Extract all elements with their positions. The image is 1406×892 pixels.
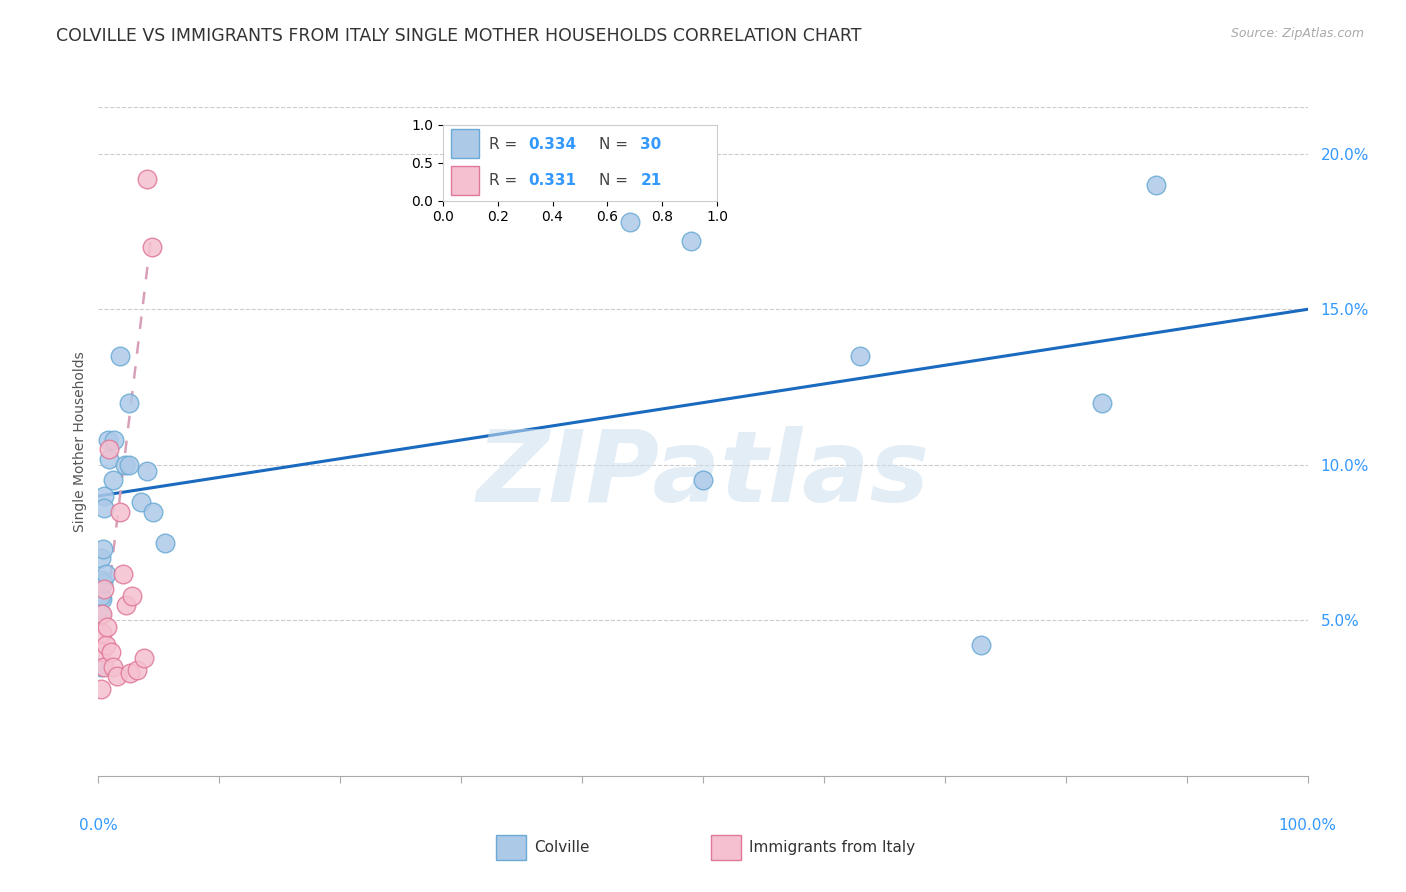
Point <box>91 541 114 556</box>
Point <box>94 638 117 652</box>
Bar <box>451 166 478 194</box>
Text: Source: ZipAtlas.com: Source: ZipAtlas.com <box>1230 27 1364 40</box>
Point <box>111 566 134 581</box>
Point <box>619 215 641 229</box>
Bar <box>496 835 526 860</box>
Point <box>1146 178 1168 192</box>
Point <box>100 644 122 658</box>
Bar <box>711 835 741 860</box>
Text: R =: R = <box>489 173 523 187</box>
Point <box>118 395 141 409</box>
Point <box>94 566 117 581</box>
Point <box>127 663 149 677</box>
Point <box>1091 395 1114 409</box>
Text: N =: N = <box>599 137 633 153</box>
Text: 30: 30 <box>640 137 662 153</box>
Point <box>103 433 125 447</box>
Point <box>90 551 112 566</box>
Point <box>153 535 176 549</box>
Bar <box>451 129 478 158</box>
Point <box>101 474 124 488</box>
Point <box>93 501 115 516</box>
Point <box>114 458 136 472</box>
Point <box>93 582 115 597</box>
Point <box>135 464 157 478</box>
Text: Immigrants from Italy: Immigrants from Italy <box>749 840 915 855</box>
Y-axis label: Single Mother Households: Single Mother Households <box>73 351 87 532</box>
Point <box>135 171 157 186</box>
Point <box>93 660 115 674</box>
Point <box>105 669 128 683</box>
Point <box>91 626 114 640</box>
Point <box>97 433 120 447</box>
Point <box>90 681 112 696</box>
Point <box>98 451 121 466</box>
Text: Colville: Colville <box>534 840 589 855</box>
Point <box>679 234 702 248</box>
Point <box>101 660 124 674</box>
Point <box>91 607 114 622</box>
Point <box>90 589 112 603</box>
Point <box>93 489 115 503</box>
Point <box>90 607 112 622</box>
Point <box>121 589 143 603</box>
Point <box>98 442 121 457</box>
Point <box>91 573 114 587</box>
Point <box>970 638 993 652</box>
Text: N =: N = <box>599 173 633 187</box>
Text: 0.0%: 0.0% <box>79 818 118 832</box>
Text: 100.0%: 100.0% <box>1278 818 1337 832</box>
Text: 21: 21 <box>640 173 662 187</box>
Point <box>849 349 872 363</box>
Point <box>90 660 112 674</box>
Text: 0.334: 0.334 <box>527 137 576 153</box>
Point <box>108 349 131 363</box>
Point <box>692 474 714 488</box>
Point <box>115 598 138 612</box>
Text: R =: R = <box>489 137 523 153</box>
Point <box>142 504 165 518</box>
Text: ZIPatlas: ZIPatlas <box>477 426 929 524</box>
Point <box>134 650 156 665</box>
Point <box>96 620 118 634</box>
Point <box>141 240 163 254</box>
Point <box>90 644 112 658</box>
Point <box>118 666 141 681</box>
Text: COLVILLE VS IMMIGRANTS FROM ITALY SINGLE MOTHER HOUSEHOLDS CORRELATION CHART: COLVILLE VS IMMIGRANTS FROM ITALY SINGLE… <box>56 27 862 45</box>
Point <box>108 504 131 518</box>
Point <box>91 576 114 591</box>
Point <box>129 495 152 509</box>
Point <box>118 458 141 472</box>
Text: 0.331: 0.331 <box>527 173 576 187</box>
Point <box>91 591 114 606</box>
